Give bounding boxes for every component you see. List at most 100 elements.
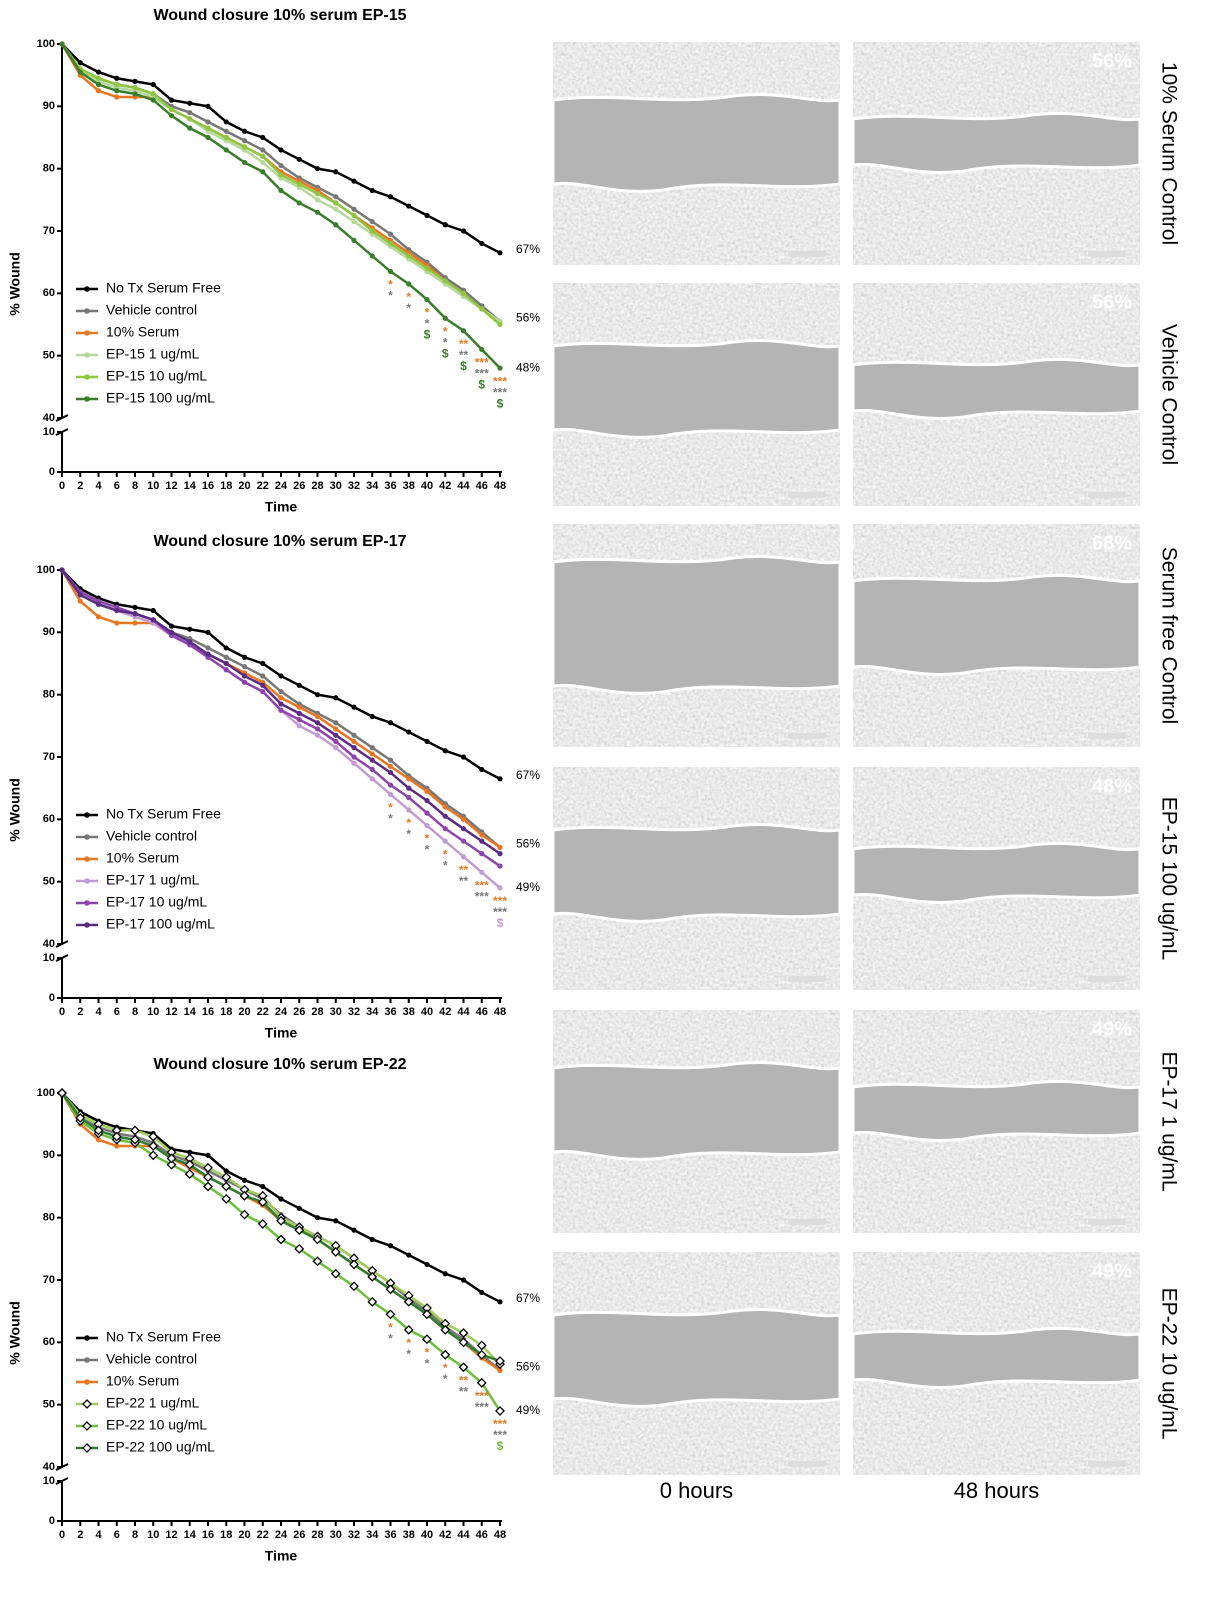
legend-marker: [84, 922, 90, 928]
x-tick-label: 2: [77, 1006, 83, 1018]
data-point: [187, 626, 193, 632]
data-point: [168, 629, 175, 635]
x-tick-label: 8: [132, 1006, 138, 1018]
data-point: [369, 253, 375, 259]
data-point: [241, 654, 248, 660]
data-point: [406, 253, 412, 259]
y-tick-label: 0: [49, 992, 55, 1004]
data-point: [333, 738, 339, 745]
data-point: [223, 660, 229, 667]
legend-label: EP-15 1 ug/mL: [106, 346, 200, 362]
legend-label: Vehicle control: [106, 828, 197, 844]
x-tick-label: 10: [147, 1529, 159, 1541]
x-tick-label: 18: [220, 1006, 232, 1018]
data-point: [458, 1362, 469, 1373]
x-tick-label: 44: [457, 1006, 470, 1018]
data-point: [351, 738, 357, 745]
significance-mark: ***: [493, 1417, 507, 1431]
data-point: [205, 103, 211, 109]
data-point: [369, 776, 375, 782]
data-point: [333, 745, 339, 751]
scale-bar: [788, 733, 826, 739]
row-label: Vehicle Control: [1157, 324, 1180, 465]
wound-area: [551, 1060, 842, 1161]
data-point: [460, 228, 467, 234]
data-point: [495, 1405, 505, 1416]
row-label: 10% Serum Control: [1157, 62, 1180, 245]
data-point: [221, 1181, 232, 1192]
data-point: [223, 119, 229, 125]
data-point: [260, 673, 266, 679]
data-point: [333, 732, 339, 738]
data-point: [241, 1177, 248, 1183]
micrograph: [851, 767, 1142, 990]
data-point: [479, 306, 485, 312]
data-point: [77, 592, 83, 598]
data-point: [314, 209, 321, 215]
data-point: [296, 181, 302, 187]
x-tick-label: 26: [293, 1006, 305, 1018]
closure-percent: 56%: [1092, 50, 1132, 72]
significance-mark: *: [425, 1345, 430, 1359]
data-point: [333, 200, 339, 206]
data-point: [150, 81, 156, 88]
significance-mark: *: [406, 816, 411, 830]
column-label: 0 hours: [660, 1478, 733, 1503]
significance-mark: ***: [475, 356, 489, 370]
data-point: [223, 147, 229, 153]
data-point: [223, 654, 229, 660]
row-label: Serum free Control: [1157, 547, 1180, 724]
significance-mark: *: [388, 801, 393, 815]
data-point: [387, 782, 394, 788]
data-point: [278, 707, 284, 713]
data-point: [223, 667, 229, 673]
x-tick-label: 24: [275, 1529, 288, 1541]
y-tick-label: 40: [43, 938, 55, 950]
data-point: [114, 75, 120, 81]
significance-mark: *: [425, 1356, 430, 1370]
wound-area: [851, 1079, 1142, 1142]
wound-area: [851, 573, 1142, 676]
data-point: [424, 798, 430, 804]
legend-marker: [84, 812, 90, 818]
y-tick-label: 90: [43, 1149, 55, 1161]
y-axis-label: % Wound: [7, 1301, 23, 1365]
data-point: [75, 1113, 86, 1123]
x-tick-label: 44: [457, 1529, 470, 1541]
data-point: [460, 328, 467, 334]
data-point: [460, 838, 467, 844]
data-point: [497, 250, 503, 256]
x-tick-label: 18: [220, 1529, 232, 1541]
scale-bar: [788, 1219, 826, 1225]
data-point: [351, 704, 357, 710]
significance-mark: *: [406, 1347, 411, 1361]
end-label: 56%: [516, 1359, 540, 1373]
significance-mark: $: [497, 396, 504, 410]
x-tick-label: 36: [384, 1006, 396, 1018]
scale-bar: [788, 251, 826, 257]
x-tick-label: 26: [293, 480, 305, 492]
x-tick-label: 32: [348, 1529, 360, 1541]
data-point: [424, 212, 430, 219]
data-point: [387, 268, 394, 275]
data-point: [205, 645, 211, 651]
scale-bar: [1088, 733, 1126, 739]
data-point: [442, 1271, 448, 1277]
x-tick-label: 4: [95, 1006, 102, 1018]
data-point: [476, 1340, 487, 1351]
scale-bar: [1088, 1219, 1126, 1225]
data-point: [278, 147, 284, 153]
significance-mark: ***: [475, 1389, 489, 1403]
data-point: [479, 832, 485, 838]
scale-bar: [1088, 251, 1126, 257]
end-label: 67%: [516, 1291, 540, 1305]
data-point: [479, 838, 485, 844]
x-tick-label: 0: [59, 480, 65, 492]
data-point: [184, 1169, 195, 1179]
row-label: EP-15 100 ug/mL: [1157, 797, 1180, 960]
chart-title: Wound closure 10% serum EP-17: [153, 533, 406, 550]
legend-marker: [84, 308, 90, 314]
data-point: [479, 1289, 485, 1296]
data-point: [424, 296, 430, 303]
data-point: [424, 822, 430, 829]
